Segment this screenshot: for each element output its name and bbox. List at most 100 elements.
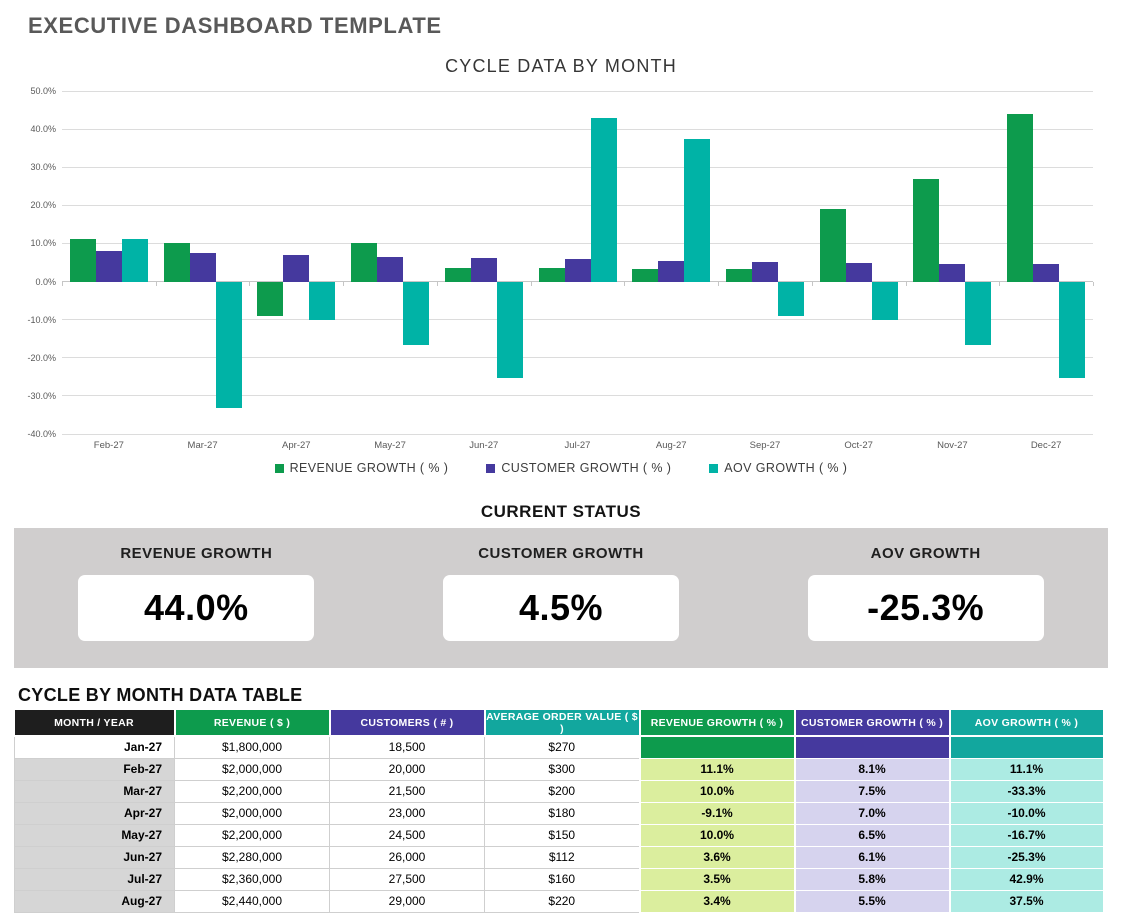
- cell-revenue_growth: 3.6%: [638, 845, 796, 869]
- column-header-customer_growth: CUSTOMER GROWTH ( % ): [794, 710, 951, 737]
- cell-aov_growth: [948, 735, 1105, 759]
- bar-aov-growth-Feb-27: [121, 239, 148, 282]
- cell-month: May-27: [14, 823, 175, 847]
- status-card-aov-growth: AOV GROWTH -25.3%: [743, 528, 1108, 668]
- table-title: CYCLE BY MONTH DATA TABLE: [18, 685, 303, 705]
- bar-customer-growth-Feb-27: [95, 250, 122, 282]
- executive-dashboard-page: EXECUTIVE DASHBOARD TEMPLATE CYCLE DATA …: [0, 12, 1122, 913]
- bar-revenue-growth-Apr-27: [257, 281, 284, 317]
- cell-aov: $270: [484, 735, 640, 759]
- gridline: [62, 395, 1093, 397]
- chart-title: CYCLE DATA BY MONTH: [445, 56, 677, 76]
- cell-revenue_growth: 10.0%: [638, 779, 796, 803]
- x-axis-label: Oct-27: [844, 440, 873, 451]
- cell-aov_growth: -25.3%: [948, 845, 1105, 869]
- chart-legend: REVENUE GROWTH ( % ) CUSTOMER GROWTH ( % …: [0, 461, 1122, 475]
- cell-customer_growth: 7.5%: [793, 779, 951, 803]
- bar-aov-growth-Nov-27: [965, 281, 992, 346]
- gridline: [62, 319, 1093, 321]
- column-header-customers: CUSTOMERS ( # ): [329, 710, 486, 737]
- column-header-revenue: REVENUE ( $ ): [174, 710, 331, 737]
- chart-x-axis: Feb-27 Mar-27 Apr-27 May-27 Jun-27 Jul-27 Aug-…: [62, 440, 1093, 454]
- bar-revenue-growth-Nov-27: [913, 178, 940, 282]
- bar-revenue-growth-Jun-27: [444, 267, 471, 282]
- axis-tick: [624, 281, 626, 286]
- gridline: [62, 90, 1093, 92]
- legend-swatch-icon: [709, 463, 719, 473]
- cell-aov_growth: -10.0%: [948, 801, 1105, 825]
- cell-month: Aug-27: [14, 889, 175, 913]
- bar-revenue-growth-Aug-27: [632, 268, 659, 282]
- x-axis-label: Apr-27: [282, 440, 311, 451]
- cell-aov: $160: [484, 867, 640, 891]
- cell-revenue_growth: -9.1%: [638, 801, 796, 825]
- status-value-card: -25.3%: [807, 575, 1044, 641]
- axis-tick: [436, 281, 438, 286]
- y-axis-label: -20.0%: [27, 352, 56, 363]
- chart-y-axis: 50.0% 40.0% 30.0% 20.0% 10.0% 0.0% -10.0% -20.0…: [0, 86, 56, 439]
- gridline: [62, 128, 1093, 130]
- status-card-label: AOV GROWTH: [870, 545, 981, 562]
- bar-aov-growth-May-27: [403, 281, 430, 346]
- legend-swatch-icon: [486, 463, 496, 473]
- table-row-Apr-27: Apr-27 $2,000,000 23,000 $180 -9.1% 7.0% -10.0…: [14, 801, 1105, 825]
- column-header-aov_growth: AOV GROWTH ( % ): [949, 710, 1105, 737]
- cell-customer_growth: 5.5%: [793, 889, 951, 913]
- cell-aov: $300: [484, 757, 640, 781]
- bar-aov-growth-Jul-27: [590, 118, 617, 282]
- bar-aov-growth-Apr-27: [309, 281, 336, 320]
- cell-aov_growth: -16.7%: [948, 823, 1105, 847]
- legend-item-customer-growth: CUSTOMER GROWTH ( % ): [486, 461, 671, 475]
- status-card-value: -25.3%: [867, 587, 985, 628]
- gridline: [62, 204, 1093, 206]
- cell-month: Apr-27: [14, 801, 175, 825]
- axis-tick: [155, 281, 157, 286]
- axis-tick: [62, 281, 63, 286]
- cell-customer_growth: 6.1%: [793, 845, 951, 869]
- status-card-customer-growth: CUSTOMER GROWTH 4.5%: [379, 528, 744, 668]
- cell-revenue: $2,200,000: [174, 823, 330, 847]
- y-axis-label: -40.0%: [27, 429, 56, 439]
- x-axis-label: Aug-27: [655, 440, 687, 451]
- bar-aov-growth-Mar-27: [215, 281, 242, 409]
- cell-customer_growth: 5.8%: [793, 867, 951, 891]
- cell-aov_growth: 42.9%: [948, 867, 1105, 891]
- legend-label: CUSTOMER GROWTH ( % ): [501, 461, 672, 475]
- table-row-May-27: May-27 $2,200,000 24,500 $150 10.0% 6.5% -16.7…: [14, 823, 1105, 847]
- cell-aov: $200: [484, 779, 640, 803]
- y-axis-label: 30.0%: [30, 162, 56, 173]
- table-header-row: MONTH / YEAR REVENUE ( $ ) CUSTOMERS ( # )…: [14, 710, 1105, 737]
- axis-tick: [811, 281, 813, 286]
- bar-customer-growth-Jun-27: [470, 258, 497, 282]
- cell-aov: $180: [484, 801, 640, 825]
- cycle-by-month-table: MONTH / YEAR REVENUE ( $ ) CUSTOMERS ( # )…: [14, 710, 1105, 913]
- x-axis-label: May-27: [374, 440, 406, 451]
- data-table-section: CYCLE BY MONTH DATA TABLE MONTH / YEAR RE…: [0, 684, 1122, 913]
- y-axis-label: 10.0%: [30, 238, 56, 249]
- y-axis-label: 0.0%: [35, 276, 56, 287]
- gridline: [62, 166, 1093, 168]
- legend-item-revenue-growth: REVENUE GROWTH ( % ): [274, 461, 449, 475]
- cell-customers: 20,000: [329, 757, 485, 781]
- cycle-chart: 50.0% 40.0% 30.0% 20.0% 10.0% 0.0% -10.0% -20.0…: [0, 78, 1122, 482]
- x-axis-label: Nov-27: [937, 440, 968, 451]
- cell-customers: 21,500: [329, 779, 485, 803]
- bar-revenue-growth-May-27: [351, 243, 378, 282]
- axis-tick: [249, 281, 251, 286]
- status-value-card: 44.0%: [78, 575, 315, 641]
- cell-aov_growth: 37.5%: [948, 889, 1105, 913]
- status-card-label: CUSTOMER GROWTH: [478, 545, 644, 562]
- x-axis-label: Feb-27: [93, 440, 124, 451]
- status-card-revenue-growth: REVENUE GROWTH 44.0%: [14, 528, 379, 668]
- bar-aov-growth-Dec-27: [1059, 281, 1086, 378]
- legend-swatch-icon: [274, 463, 284, 473]
- cell-revenue: $2,440,000: [174, 889, 330, 913]
- cell-revenue_growth: 10.0%: [638, 823, 796, 847]
- y-axis-label: 50.0%: [30, 86, 56, 96]
- cell-revenue_growth: 11.1%: [638, 757, 796, 781]
- legend-label: REVENUE GROWTH ( % ): [289, 461, 449, 475]
- cell-revenue: $2,000,000: [174, 801, 330, 825]
- bar-aov-growth-Sep-27: [777, 281, 804, 317]
- status-value-card: 4.5%: [442, 575, 679, 641]
- table-row-Mar-27: Mar-27 $2,200,000 21,500 $200 10.0% 7.5% -33.3…: [14, 779, 1105, 803]
